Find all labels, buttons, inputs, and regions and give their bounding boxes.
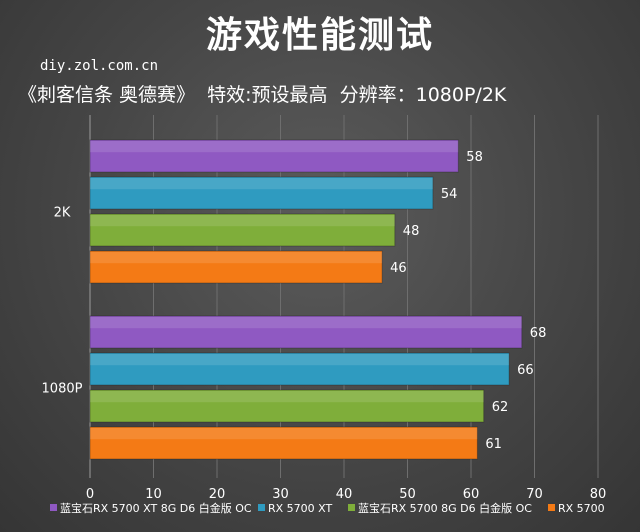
legend-swatch — [50, 504, 57, 511]
bar-highlight — [90, 317, 522, 329]
legend-label: RX 5700 XT — [268, 502, 333, 515]
x-tick-label: 10 — [145, 487, 162, 502]
bar — [89, 352, 510, 386]
data-label: 58 — [466, 150, 483, 165]
legend-label: 蓝宝石RX 5700 XT 8G D6 白金版 OC — [60, 501, 252, 515]
data-label: 48 — [403, 224, 420, 239]
bar-highlight — [90, 252, 383, 264]
bar-highlight — [90, 428, 478, 440]
data-label: 61 — [485, 437, 502, 452]
bar — [89, 250, 383, 284]
x-tick-label: 20 — [209, 487, 226, 502]
data-label: 66 — [517, 363, 534, 378]
bar-highlight — [90, 141, 459, 153]
legend-swatch — [258, 504, 265, 511]
bar — [89, 389, 485, 423]
data-label: 46 — [390, 261, 407, 276]
legend-swatch — [548, 504, 555, 511]
bar — [89, 315, 523, 349]
source-url: diy.zol.com.cn — [40, 58, 159, 74]
x-tick-label: 50 — [399, 487, 416, 502]
chart-subtitle: 《刺客信条 奥德赛》 特效:预设最高 分辨率：1080P/2K — [18, 84, 507, 106]
category-label: 2K — [54, 206, 71, 221]
bar — [89, 176, 434, 210]
x-tick-label: 70 — [526, 487, 543, 502]
bar-highlight — [90, 354, 510, 366]
x-tick-label: 60 — [463, 487, 480, 502]
bar-highlight — [90, 391, 484, 403]
legend-label: RX 5700 — [558, 502, 605, 515]
data-label: 54 — [441, 187, 458, 202]
bar-highlight — [90, 215, 395, 227]
bar — [89, 426, 478, 460]
data-label: 68 — [530, 326, 547, 341]
bar-highlight — [90, 178, 433, 190]
legend-swatch — [348, 504, 355, 511]
legend-label: 蓝宝石RX 5700 8G D6 白金版 OC — [358, 501, 532, 515]
bar — [89, 213, 396, 247]
x-tick-label: 30 — [272, 487, 289, 502]
x-tick-label: 0 — [86, 487, 94, 502]
chart-title: 游戏性能测试 — [205, 15, 434, 56]
bar — [89, 139, 459, 173]
x-tick-label: 80 — [590, 487, 607, 502]
data-label: 62 — [492, 400, 509, 415]
category-label: 1080P — [42, 382, 83, 397]
x-tick-label: 40 — [336, 487, 353, 502]
